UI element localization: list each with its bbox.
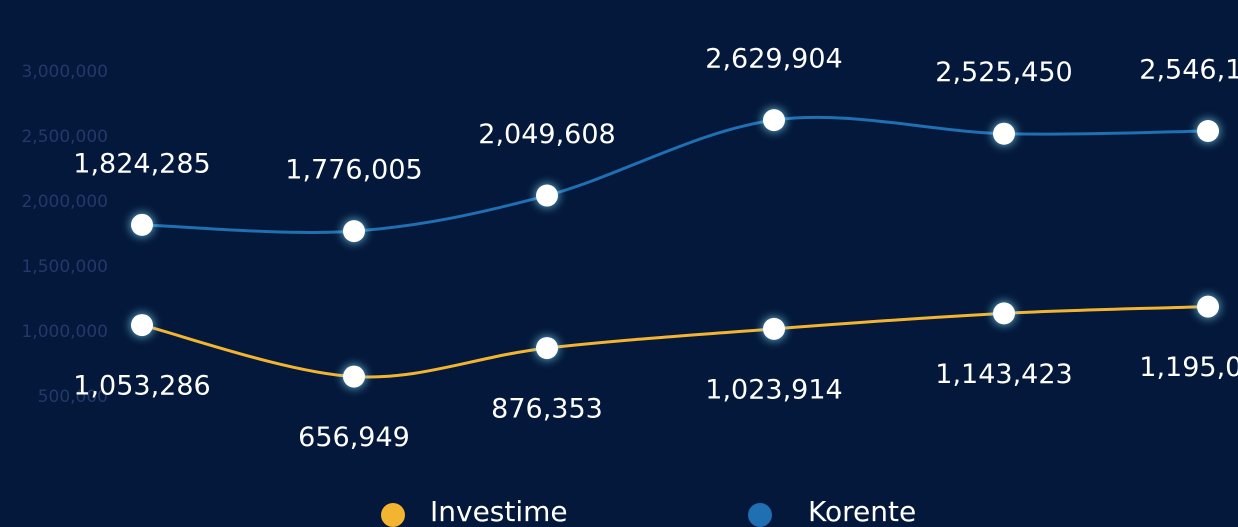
value-label: 1,776,005 [285,155,422,186]
series-line [141,305,1209,379]
data-point [536,337,558,360]
series-line [141,115,1209,234]
value-label: 2,629,904 [705,44,842,75]
data-point [1197,119,1219,142]
value-label: 876,353 [491,394,603,425]
data-point [131,213,153,236]
value-label: 656,949 [298,422,410,453]
y-tick-label: 2,500,000 [21,127,108,147]
data-point [993,302,1015,325]
data-point [343,365,365,388]
data-point [1197,295,1219,318]
legend-swatch [381,503,405,527]
y-tick-label: 1,000,000 [21,322,108,342]
data-point [536,184,558,207]
value-label: 1,053,286 [73,371,210,402]
value-label: 2,525,450 [935,57,1072,88]
value-label: 1,824,285 [73,148,210,179]
y-tick-label: 1,500,000 [21,257,108,277]
value-label: 1,195,018 [1139,352,1238,383]
data-point [763,317,785,340]
value-label: 1,023,914 [705,374,842,405]
value-label: 1,143,423 [935,359,1072,390]
data-point [131,314,153,337]
data-point [993,122,1015,145]
y-tick-label: 3,000,000 [21,62,108,82]
value-label: 2,049,608 [478,119,615,150]
legend-swatch [748,503,772,527]
data-point [343,220,365,243]
legend-label: Investime [430,495,568,527]
y-tick-label: 500,000 [38,387,108,407]
value-label: 2,546,199 [1139,54,1238,85]
y-tick-label: 2,000,000 [21,192,108,212]
data-point [763,109,785,132]
legend-label: Korente [808,495,916,527]
